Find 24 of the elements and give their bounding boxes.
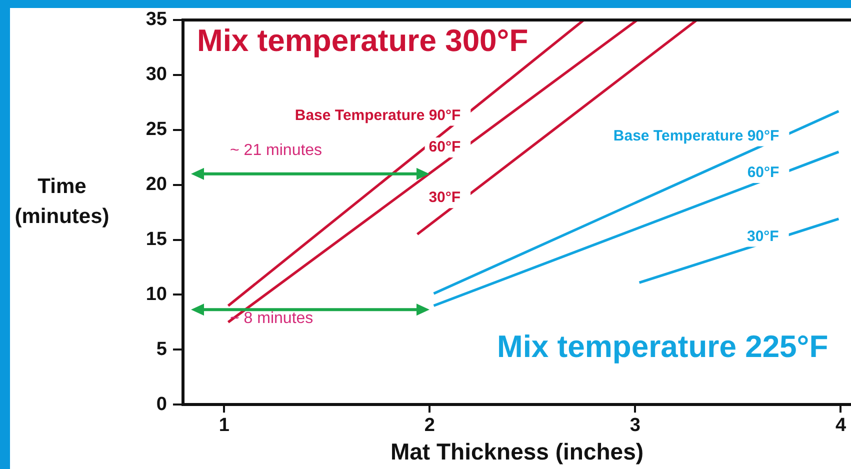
y-tick-label: 5 [156,338,168,360]
annotation: ~ 21 minutes [230,142,322,160]
x-tick-label: 1 [218,415,230,436]
x-axis-title: Mat Thickness (inches) [390,438,644,465]
y-tick-label: 20 [146,174,167,196]
x-tick-label: 4 [835,415,846,436]
series-label: Base Temperature 90°F [294,106,461,124]
series-label: 30°F [428,189,461,206]
y-tick-label: 10 [146,284,167,305]
series-label: 60°F [747,164,780,182]
x-tick-label: 2 [424,415,435,436]
series-label: 60°F [428,138,461,156]
annotation: Mix temperature 225°F [497,329,828,366]
y-tick-label: 0 [156,394,167,415]
x-tick-label: 3 [630,415,640,436]
y-axis-title: Time (minutes) [14,174,110,230]
y-tick-label: 30 [146,64,167,86]
y-tick-label: 35 [146,9,168,30]
y-tick-label: 25 [146,119,168,140]
series-label: Base Temperature 90°F [613,127,780,144]
annotation: ~ 8 minutes [230,310,314,328]
annotation: Mix temperature 300°F [197,23,528,60]
series-label: 30°F [746,228,779,245]
y-tick-label: 15 [146,229,168,250]
